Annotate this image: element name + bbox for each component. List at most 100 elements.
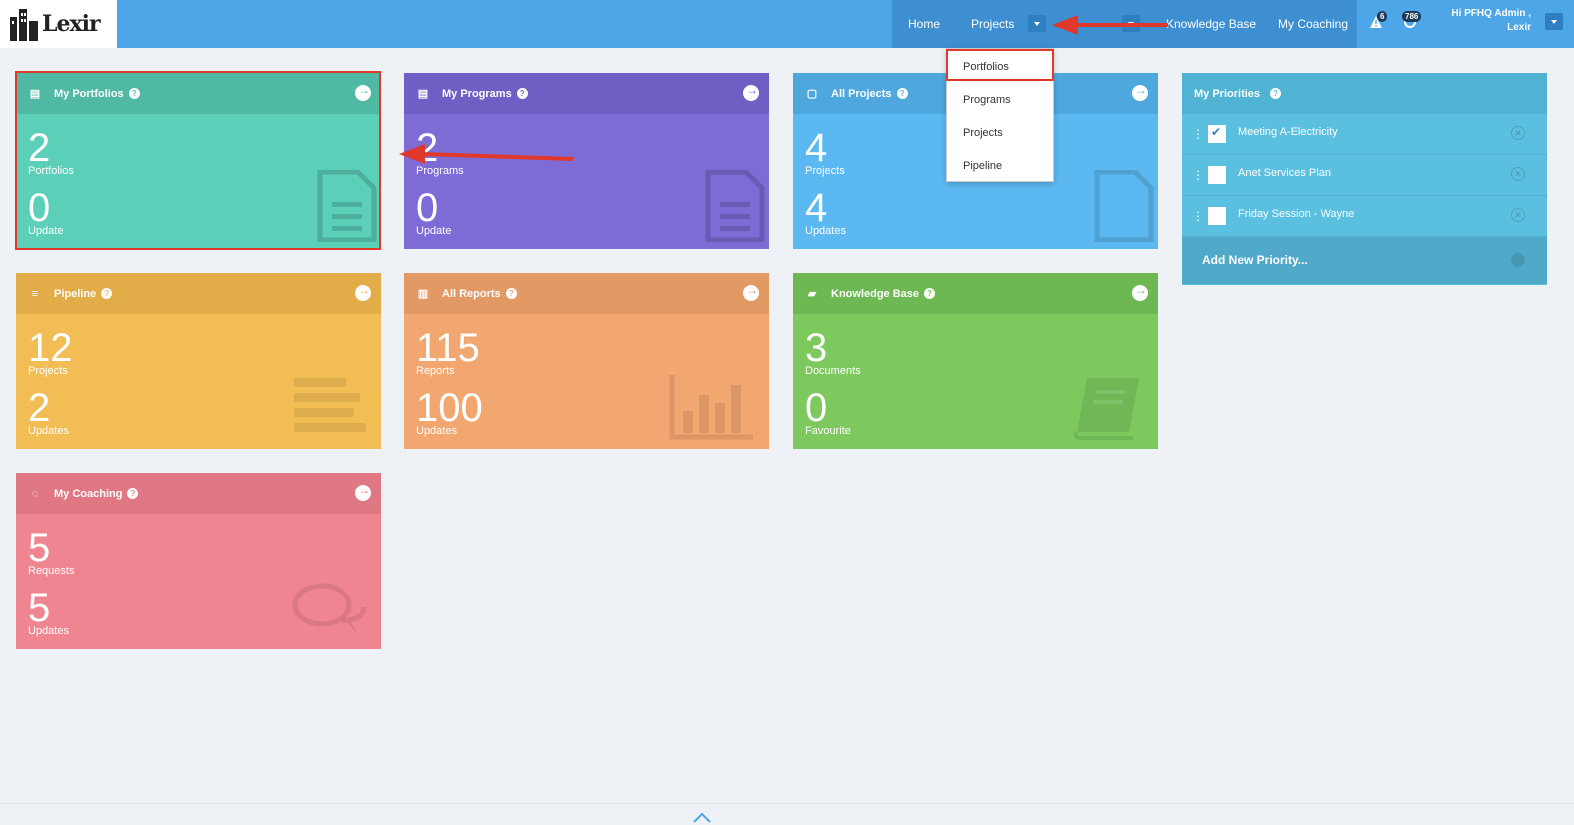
user-greeting[interactable]: Hi PFHQ Admin , Lexir — [1451, 7, 1531, 35]
priority-label: Anet Services Plan — [1238, 167, 1331, 179]
bar-chart-icon: ▥ — [417, 288, 429, 300]
arrow-right-icon[interactable] — [743, 83, 759, 101]
card-header[interactable]: ▤ My Programs? — [404, 73, 769, 114]
card-header[interactable]: ◌ My Coaching? — [16, 473, 381, 514]
secondary-label: Updates — [28, 425, 69, 437]
arrow-right-icon[interactable] — [355, 483, 371, 501]
annotation-arrow-icon — [1052, 15, 1168, 35]
secondary-count: 100 — [416, 386, 483, 430]
secondary-label: Favourite — [805, 425, 851, 437]
card-header[interactable]: ≡ Pipeline? — [16, 273, 381, 314]
annotation-highlight-box — [946, 49, 1054, 81]
priority-checkbox[interactable] — [1208, 166, 1226, 184]
arrow-right-icon[interactable] — [743, 283, 759, 301]
updates-count-badge: 786 — [1402, 11, 1422, 22]
drag-handle-icon[interactable]: ⋮ — [1192, 127, 1204, 141]
user-menu-toggle[interactable] — [1545, 13, 1563, 30]
secondary-label: Update — [28, 225, 64, 237]
nav-my-coaching[interactable]: My Coaching — [1278, 17, 1349, 31]
top-navbar: Lexir Home Projects Knowledge Base My Co… — [0, 0, 1574, 48]
document-icon: ▤ — [417, 88, 429, 100]
annotation-arrow-icon — [399, 144, 574, 164]
help-icon[interactable]: ? — [505, 288, 517, 299]
priorities-title: My Priorities — [1194, 87, 1261, 100]
priority-checkbox[interactable] — [1208, 207, 1226, 225]
card-header[interactable]: ▤ My Portfolios? — [16, 73, 381, 114]
projects-dropdown-toggle[interactable] — [1028, 15, 1046, 32]
priority-item[interactable]: ⋮ ✔ Meeting A-Electricity ✕ — [1182, 114, 1547, 155]
nav-projects[interactable]: Projects — [971, 17, 1015, 31]
chat-icon: ◌ — [31, 487, 39, 500]
building-logo-icon — [10, 9, 38, 41]
card-title: All Projects — [831, 87, 892, 100]
dropdown-item-programs[interactable]: Programs — [963, 94, 1011, 106]
document-watermark-icon — [704, 169, 766, 247]
arrow-right-icon[interactable] — [1132, 83, 1148, 101]
secondary-label: Updates — [28, 625, 69, 637]
priority-item[interactable]: ⋮ Friday Session - Wayne ✕ — [1182, 196, 1547, 237]
remove-icon[interactable]: ✕ — [1511, 208, 1525, 222]
arrow-right-icon[interactable] — [355, 283, 371, 301]
help-icon[interactable]: ? — [896, 88, 908, 99]
card-title: Knowledge Base — [831, 287, 920, 300]
document-icon: ▤ — [29, 88, 41, 100]
chat-watermark-icon — [292, 583, 368, 646]
help-icon[interactable]: ? — [101, 288, 113, 299]
add-priority-row[interactable]: Add New Priority... — [1182, 237, 1547, 284]
help-icon[interactable]: ? — [128, 88, 140, 99]
footer-divider — [0, 803, 1574, 804]
priority-item[interactable]: ⋮ Anet Services Plan ✕ — [1182, 155, 1547, 196]
book-watermark-icon — [1073, 376, 1143, 445]
drag-handle-icon[interactable]: ⋮ — [1192, 209, 1204, 223]
book-icon: ▰ — [807, 288, 817, 300]
nav-home[interactable]: Home — [908, 17, 941, 31]
help-icon[interactable]: ? — [1270, 88, 1282, 99]
priority-label: Friday Session - Wayne — [1238, 208, 1355, 220]
secondary-count: 4 — [805, 186, 828, 230]
secondary-label: Updates — [805, 225, 846, 237]
card-header[interactable]: ▥ All Reports? — [404, 273, 769, 314]
secondary-count: 0 — [28, 186, 51, 230]
help-icon[interactable]: ? — [127, 488, 139, 499]
primary-count: 4 — [805, 126, 828, 170]
card-header[interactable]: ▰ Knowledge Base? — [793, 273, 1158, 314]
bar-chart-watermark-icon — [669, 375, 755, 446]
lines-watermark-icon — [292, 376, 366, 441]
help-icon[interactable]: ? — [924, 288, 936, 299]
add-priority-button[interactable]: Add New Priority... — [1202, 253, 1308, 267]
page-icon: ▢ — [806, 88, 818, 100]
plus-icon[interactable] — [1511, 253, 1525, 267]
remove-icon[interactable]: ✕ — [1511, 126, 1525, 140]
primary-label: Requests — [28, 565, 75, 577]
primary-count: 12 — [28, 326, 73, 370]
arrow-right-icon[interactable] — [355, 83, 371, 101]
brand-logo[interactable]: Lexir — [0, 0, 117, 48]
dropdown-item-portfolios[interactable]: Portfolios — [963, 61, 1009, 73]
priority-checkbox[interactable]: ✔ — [1208, 125, 1226, 143]
remove-icon[interactable]: ✕ — [1511, 167, 1525, 181]
help-icon[interactable]: ? — [516, 88, 528, 99]
dropdown-item-pipeline[interactable]: Pipeline — [963, 160, 1003, 172]
priorities-header: My Priorities ? — [1182, 73, 1547, 114]
secondary-count: 0 — [805, 386, 828, 430]
dropdown-item-projects[interactable]: Projects — [963, 127, 1003, 139]
arrow-right-icon[interactable] — [1132, 283, 1148, 301]
primary-label: Portfolios — [28, 165, 74, 177]
primary-label: Programs — [416, 165, 464, 177]
nav-knowledge-base[interactable]: Knowledge Base — [1166, 17, 1257, 31]
card-title: My Programs — [442, 87, 512, 100]
primary-label: Reports — [416, 365, 455, 377]
projects-dropdown-menu: Portfolios Programs Projects Pipeline — [946, 48, 1054, 182]
primary-label: Projects — [28, 365, 68, 377]
drag-handle-icon[interactable]: ⋮ — [1192, 168, 1204, 182]
home-icon[interactable] — [693, 812, 711, 825]
card-title: All Reports — [442, 287, 501, 300]
warning-icon[interactable] — [1369, 15, 1383, 29]
primary-label: Projects — [805, 165, 845, 177]
